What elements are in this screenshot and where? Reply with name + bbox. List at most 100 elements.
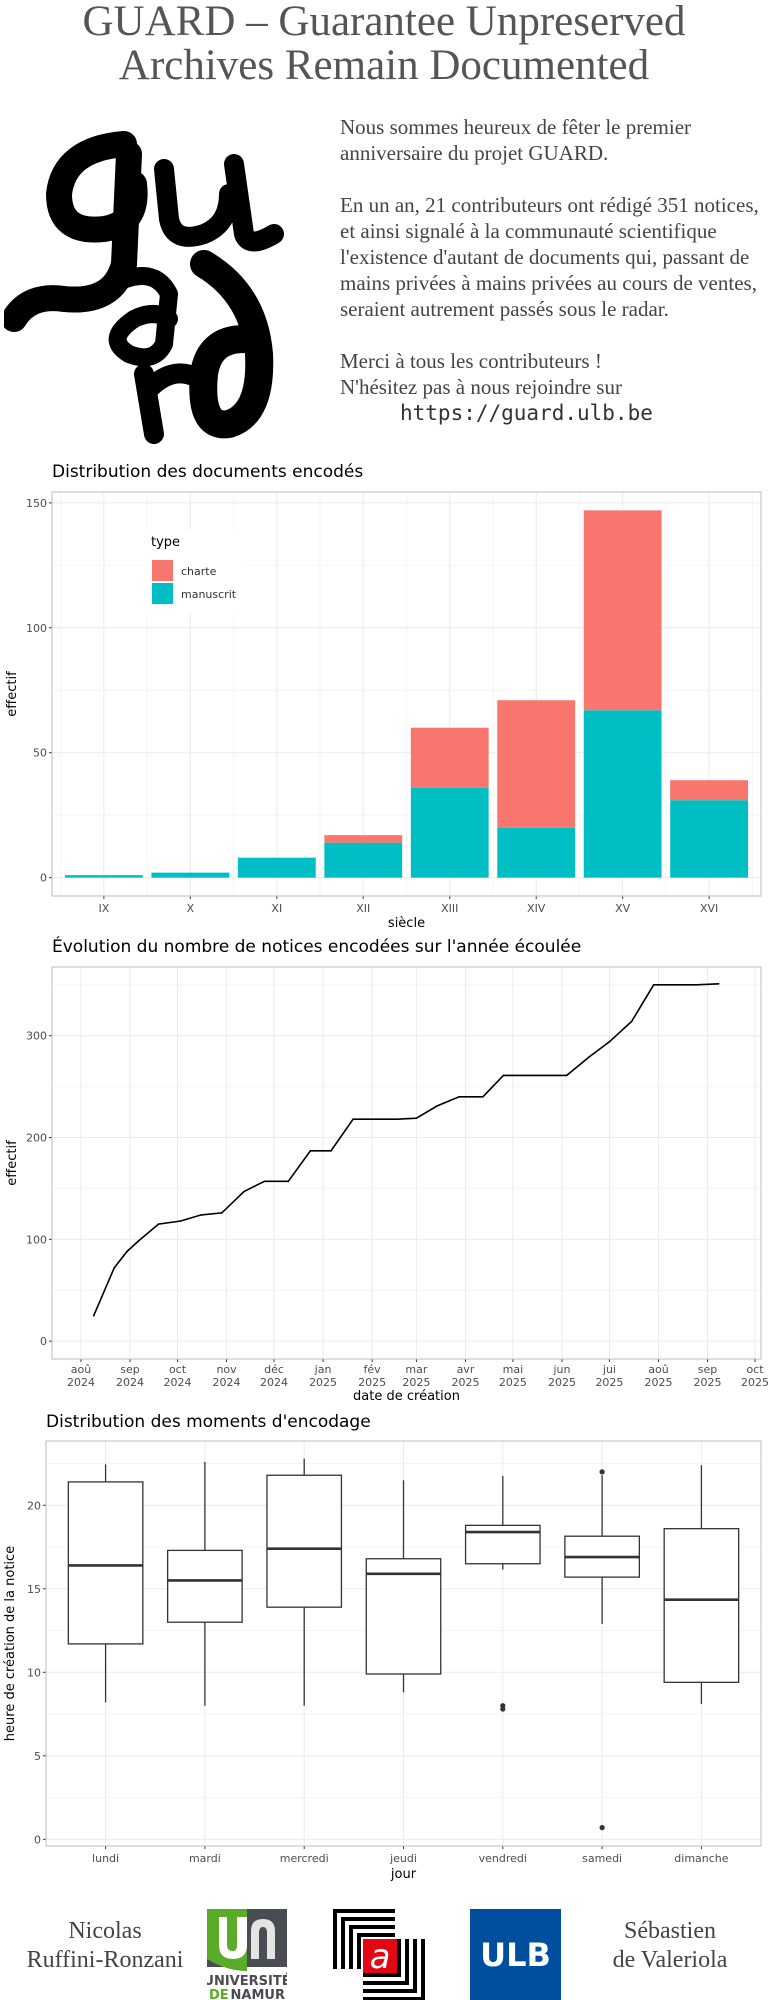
data-point — [92, 1314, 95, 1317]
archives-logo-frames — [333, 1909, 425, 2000]
data-point — [179, 1220, 182, 1222]
x-tick-label: XIII — [441, 902, 458, 915]
x-tick-label: jeudi — [389, 1852, 417, 1865]
data-point — [695, 984, 698, 986]
bar-charte-XII — [324, 835, 403, 843]
x-tick-year: 2024 — [67, 1376, 95, 1389]
x-tick-year: 2025 — [402, 1376, 430, 1389]
author-sebastien-de-valeriola: Sébastien de Valeriola — [585, 1917, 755, 1975]
data-point — [287, 1180, 290, 1183]
bar-manuscrit-X — [151, 872, 230, 878]
y-tick-label: 10 — [27, 1666, 41, 1679]
bar-chart-siecle: Distribution des documents encodés 0 50 100… — [5, 462, 762, 930]
namur-u-shape — [219, 1917, 247, 1959]
logo-letter-g-shape — [4, 131, 148, 332]
ulb-logo: ULB — [470, 1909, 561, 2000]
y-tick-label: 0 — [40, 872, 47, 885]
x-tick-label: XII — [356, 902, 370, 915]
y-axis-title: effectif — [5, 671, 20, 717]
y-tick-label: 150 — [26, 497, 47, 510]
outlier-samedi — [599, 1825, 605, 1831]
data-point — [263, 1180, 266, 1183]
bar-manuscrit-XV — [583, 710, 662, 878]
bar-charte-XIII — [410, 727, 489, 788]
x-tick-label: X — [187, 902, 195, 915]
x-tick-label: XI — [271, 902, 282, 915]
x-tick-month: aoû — [648, 1363, 668, 1376]
project-url-link[interactable]: https://guard.ulb.be — [400, 401, 653, 425]
x-tick-year: 2025 — [309, 1376, 337, 1389]
x-tick-year: 2025 — [694, 1376, 722, 1389]
author1-first-name: Nicolas — [68, 1918, 142, 1944]
bar-manuscrit-XII — [324, 842, 403, 878]
y-tick-label: 0 — [40, 1335, 47, 1348]
panel-border — [45, 1440, 762, 1847]
data-point — [352, 1118, 354, 1121]
x-tick-year: 2024 — [213, 1376, 241, 1389]
data-point — [309, 1149, 312, 1152]
y-tick-label: 50 — [33, 747, 47, 760]
data-point — [137, 1240, 139, 1243]
x-tick-label: vendredi — [479, 1852, 527, 1865]
x-tick-month: sep — [698, 1363, 717, 1376]
x-tick-month: fév — [364, 1363, 382, 1376]
x-tick-label: XVI — [700, 902, 718, 915]
data-point — [126, 1250, 128, 1253]
logo-letter-a-shape — [105, 267, 178, 367]
poster-title: GUARD – Guarantee Unpreserved Archives R… — [0, 0, 768, 88]
archives-logo-red-square — [363, 1939, 397, 1973]
x-tick-year: 2025 — [358, 1376, 386, 1389]
title-line-1: GUARD – Guarantee Unpreserved — [82, 0, 686, 45]
box-jeudi — [365, 1558, 442, 1675]
data-point — [221, 1212, 223, 1214]
guard-logo — [4, 131, 284, 444]
data-point — [396, 1118, 399, 1121]
x-axis-title: date de création — [353, 1389, 460, 1400]
bar-manuscrit-XVI — [670, 800, 749, 878]
series-line — [92, 983, 719, 1317]
x-tick-month: avr — [457, 1363, 475, 1376]
data-point — [565, 1074, 568, 1077]
box-lundi — [67, 1481, 144, 1645]
intro-join: N'hésitez pas à nous rejoindre sur — [340, 375, 622, 399]
x-tick-label: mardi — [189, 1852, 221, 1865]
panel-border — [51, 966, 762, 1360]
data-point — [652, 984, 655, 986]
y-tick-label: 200 — [26, 1132, 47, 1145]
bar-manuscrit-XIV — [497, 827, 576, 878]
namur-n-shape — [251, 1919, 275, 1959]
author2-first-name: Sébastien — [624, 1918, 716, 1944]
bar-charte-XVI — [670, 780, 749, 801]
y-tick-label: 100 — [26, 622, 47, 635]
line-chart-evolution: Évolution du nombre de notices encodées … — [5, 935, 768, 1400]
y-tick-label: 5 — [34, 1750, 41, 1763]
universite-de-namur-logo: UNIVERSITÉ DE NAMUR — [207, 1909, 287, 2000]
boxplot-moments: Distribution des moments d'encodage 0 5 10 1… — [3, 1412, 762, 1882]
x-tick-month: mar — [405, 1363, 427, 1376]
legend-key-manuscrit — [152, 583, 173, 604]
x-tick-month: déc — [264, 1363, 284, 1376]
x-tick-year: 2025 — [499, 1376, 527, 1389]
x-tick-year: 2024 — [116, 1376, 144, 1389]
x-tick-month: jun — [552, 1363, 570, 1376]
ulb-logo-bg — [470, 1909, 561, 2000]
x-tick-label: IX — [98, 902, 109, 915]
author-nicolas-ruffini-ronzani: Nicolas Ruffini-Ronzani — [20, 1917, 190, 1975]
x-axis-title: jour — [390, 1867, 417, 1882]
y-tick-label: 20 — [27, 1499, 41, 1512]
x-tick-year: 2025 — [548, 1376, 576, 1389]
x-tick-label: dimanche — [674, 1852, 728, 1865]
bar-charte-XIV — [497, 700, 576, 828]
y-axis-title: heure de création de la notice — [3, 1546, 18, 1741]
x-tick-month: oct — [746, 1363, 764, 1376]
x-tick-month: oct — [169, 1363, 187, 1376]
data-point — [502, 1074, 505, 1077]
namur-logo-text-1: UNIVERSITÉ — [207, 1973, 287, 1989]
legend-title: type — [151, 535, 180, 550]
panel-border — [51, 491, 762, 897]
y-tick-label: 15 — [27, 1583, 41, 1596]
data-point — [157, 1223, 160, 1225]
y-axis-title: effectif — [5, 1140, 20, 1186]
outlier-vendredi — [500, 1706, 506, 1712]
logo-letter-d-shape — [189, 250, 274, 439]
